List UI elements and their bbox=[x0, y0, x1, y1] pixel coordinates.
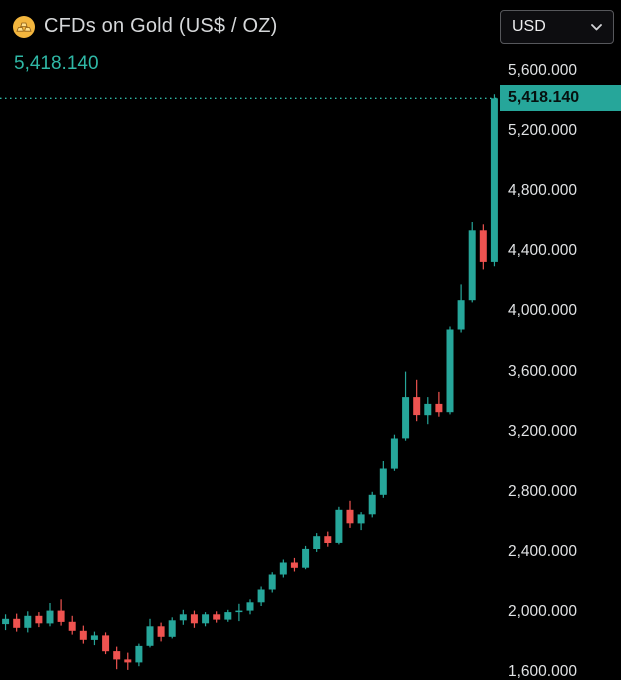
candle-body bbox=[457, 300, 465, 330]
price-axis-label: 2,000.000 bbox=[508, 603, 577, 620]
candle-body bbox=[357, 514, 365, 524]
price-axis-label: 3,200.000 bbox=[508, 423, 577, 440]
candle-body bbox=[79, 630, 87, 640]
price-axis-label: 4,400.000 bbox=[508, 242, 577, 259]
candle-body bbox=[102, 635, 110, 652]
candle-body bbox=[490, 98, 498, 262]
candle-body bbox=[146, 626, 154, 646]
candle-body bbox=[424, 403, 432, 416]
price-axis-label: 4,800.000 bbox=[508, 182, 577, 199]
candle-body bbox=[257, 589, 265, 603]
price-axis-label: 2,800.000 bbox=[508, 483, 577, 500]
candle-body bbox=[313, 536, 321, 549]
current-price-badge: 5,418.140 bbox=[500, 85, 621, 111]
price-axis-label: 2,400.000 bbox=[508, 543, 577, 560]
candle-body bbox=[124, 659, 132, 663]
candle-body bbox=[113, 651, 121, 660]
price-axis-label: 1,600.000 bbox=[508, 663, 577, 680]
candle-body bbox=[190, 614, 198, 624]
candle-body bbox=[379, 468, 387, 495]
candle-body bbox=[135, 645, 143, 663]
chart-title: CFDs on Gold (US$ / OZ) bbox=[44, 15, 278, 37]
candle-body bbox=[24, 615, 32, 628]
candle-body bbox=[302, 548, 310, 568]
candle-body bbox=[479, 230, 487, 262]
candle-body bbox=[324, 536, 332, 543]
candle-body bbox=[224, 612, 232, 620]
candle-body bbox=[68, 621, 76, 631]
price-axis-label: 4,000.000 bbox=[508, 302, 577, 319]
candle-body bbox=[157, 626, 165, 637]
candle-body bbox=[268, 574, 276, 590]
price-axis-label: 3,600.000 bbox=[508, 363, 577, 380]
gold-icon bbox=[13, 15, 35, 38]
price-axis-label: 5,600.000 bbox=[508, 62, 577, 79]
price-axis-label: 5,200.000 bbox=[508, 122, 577, 139]
candle-body bbox=[335, 509, 343, 543]
candle-body bbox=[90, 635, 98, 640]
currency-select-value: USD bbox=[512, 18, 546, 35]
candle-body bbox=[246, 602, 254, 611]
chart-header: CFDs on Gold (US$ / OZ) bbox=[13, 15, 278, 38]
candle-body bbox=[235, 610, 243, 613]
candle-body bbox=[13, 618, 21, 628]
candle-body bbox=[35, 615, 43, 624]
candle-body bbox=[368, 494, 376, 515]
currency-select[interactable]: USD bbox=[500, 10, 614, 44]
candle-body bbox=[290, 562, 298, 568]
candle-body bbox=[46, 610, 54, 624]
candle-body bbox=[435, 403, 443, 413]
candle-body bbox=[390, 438, 398, 469]
candle-body bbox=[179, 614, 187, 621]
candle-body bbox=[413, 397, 421, 416]
candle-body bbox=[168, 620, 176, 637]
candle-body bbox=[2, 618, 10, 625]
price-axis[interactable]: 5,600.000 5,200.000 4,800.000 4,400.000 4,00… bbox=[500, 0, 621, 680]
candle-body bbox=[346, 509, 354, 524]
chevron-down-icon bbox=[591, 23, 602, 30]
candle-body bbox=[468, 230, 476, 301]
current-price-readout: 5,418.140 bbox=[14, 53, 99, 74]
candle-body bbox=[57, 610, 65, 622]
candle-body bbox=[202, 614, 210, 624]
candle-body bbox=[213, 614, 221, 620]
candle-body bbox=[446, 329, 454, 413]
candle-body bbox=[279, 562, 287, 575]
candlestick-chart[interactable] bbox=[0, 0, 500, 680]
candle-body bbox=[402, 397, 410, 439]
